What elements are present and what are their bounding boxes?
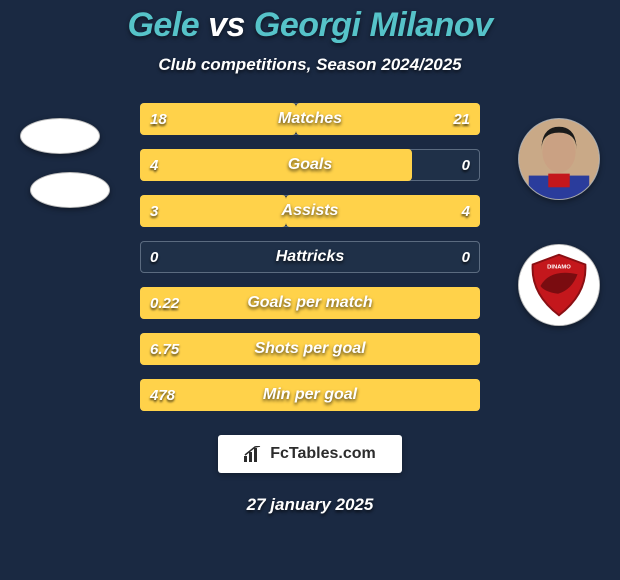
svg-text:DINAMO: DINAMO	[547, 264, 571, 270]
stat-label: Assists	[140, 195, 480, 227]
dinamo-crest-icon: DINAMO	[519, 245, 599, 325]
stat-label: Hattricks	[140, 241, 480, 273]
stats-bars: 1821Matches 40Goals 34Assists 00Hattricks 0.…	[140, 103, 480, 425]
infographic-root: Gele vs Georgi Milanov Club competitions…	[0, 0, 620, 580]
stat-row: 0.22Goals per match	[140, 287, 480, 319]
stat-row: 478Min per goal	[140, 379, 480, 411]
bars-icon	[244, 446, 262, 462]
page-title: Gele vs Georgi Milanov	[127, 6, 492, 45]
stat-row: 6.75Shots per goal	[140, 333, 480, 365]
subtitle: Club competitions, Season 2024/2025	[158, 55, 461, 75]
title-player-left: Gele	[127, 6, 199, 44]
footer-date: 27 january 2025	[247, 495, 374, 515]
title-vs: vs	[199, 6, 254, 44]
stat-row: 40Goals	[140, 149, 480, 181]
stat-label: Shots per goal	[140, 333, 480, 365]
stat-row: 00Hattricks	[140, 241, 480, 273]
player-left-club-crest	[30, 172, 110, 208]
stat-label: Goals	[140, 149, 480, 181]
stat-label: Goals per match	[140, 287, 480, 319]
title-player-right: Georgi Milanov	[254, 6, 493, 44]
stat-row: 1821Matches	[140, 103, 480, 135]
avatar-silhouette-icon	[519, 119, 599, 199]
player-left-avatar	[20, 118, 100, 154]
stat-row: 34Assists	[140, 195, 480, 227]
source-brand-text: FcTables.com	[270, 445, 376, 463]
stat-label: Min per goal	[140, 379, 480, 411]
player-right-avatar	[518, 118, 600, 200]
source-brand: FcTables.com	[218, 435, 402, 473]
stat-label: Matches	[140, 103, 480, 135]
player-right-club-crest: DINAMO	[518, 244, 600, 326]
